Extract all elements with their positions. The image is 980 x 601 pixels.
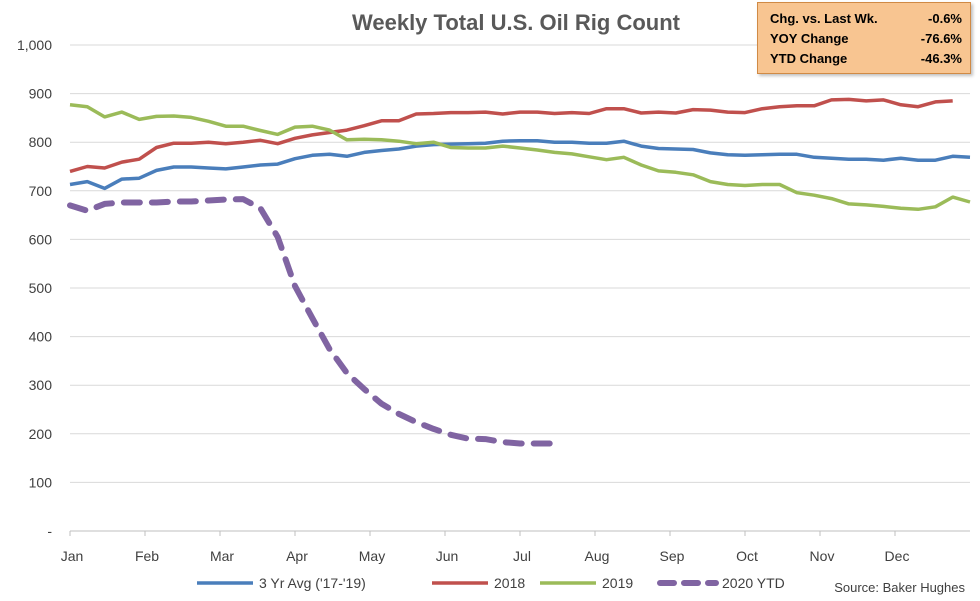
series-line-0: [69, 138, 971, 191]
stat-label: Chg. vs. Last Wk.: [770, 11, 878, 26]
y-tick-label: 500: [29, 280, 53, 296]
legend-label: 2019: [602, 575, 633, 591]
x-tick-label: Jan: [61, 548, 84, 564]
y-tick-label: 800: [29, 134, 53, 150]
x-tick-label: Apr: [286, 548, 308, 564]
x-tick-label: Mar: [210, 548, 234, 564]
stat-row-yoy: YOY Change -76.6%: [770, 29, 962, 49]
y-tick-label: 1,000: [17, 37, 52, 53]
stat-value: -0.6%: [928, 11, 962, 26]
legend-label: 2018: [494, 575, 525, 591]
y-tick-label: 200: [29, 426, 53, 442]
series-line-1: [69, 97, 953, 174]
x-axis-ticks: Jan Feb Mar Apr May Jun Jul Aug Sep Oct Nov Dec: [61, 531, 910, 564]
y-tick-label: 100: [29, 474, 53, 490]
stat-label: YOY Change: [770, 31, 849, 46]
y-axis-ticks: - 100 200 300 400 500 600 700 800 900 1,000: [17, 37, 52, 539]
stats-box: Chg. vs. Last Wk. -0.6% YOY Change -76.6…: [757, 2, 971, 74]
x-tick-label: Sep: [660, 548, 685, 564]
gridlines: [70, 44, 970, 532]
x-tick-label: May: [359, 548, 385, 564]
x-tick-label: Oct: [736, 548, 758, 564]
stat-value: -76.6%: [920, 31, 962, 46]
y-tick-label: 300: [29, 377, 53, 393]
x-tick-label: Feb: [135, 548, 159, 564]
chart-title: Weekly Total U.S. Oil Rig Count: [352, 10, 681, 35]
x-tick-label: Jul: [513, 548, 531, 564]
y-tick-label: 700: [29, 183, 53, 199]
stat-label: YTD Change: [770, 51, 848, 66]
stat-row-weekly: Chg. vs. Last Wk. -0.6%: [770, 9, 962, 29]
x-tick-label: Nov: [810, 548, 835, 564]
y-tick-label: 900: [29, 86, 53, 102]
y-tick-label: -: [47, 523, 52, 539]
x-tick-label: Dec: [885, 548, 910, 564]
stat-value: -46.3%: [920, 51, 962, 66]
x-tick-label: Jun: [436, 548, 459, 564]
legend-label: 3 Yr Avg ('17-'19): [259, 575, 366, 591]
y-tick-label: 400: [29, 329, 53, 345]
legend: 3 Yr Avg ('17-'19) 2018 2019 2020 YTD: [197, 575, 785, 591]
x-tick-label: Aug: [585, 548, 610, 564]
legend-label: 2020 YTD: [722, 575, 785, 591]
y-tick-label: 600: [29, 231, 53, 247]
series-lines: [67, 97, 971, 447]
series-line-3: [67, 196, 558, 447]
source-note: Source: Baker Hughes: [834, 580, 965, 595]
series-line-2: [69, 103, 971, 212]
stat-row-ytd: YTD Change -46.3%: [770, 49, 962, 69]
